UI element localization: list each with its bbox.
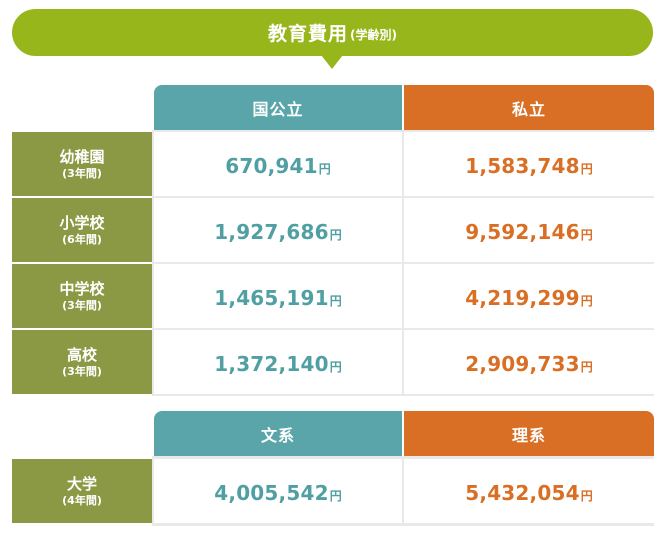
yen-unit: 円 xyxy=(329,489,342,503)
column-header-sciences: 理系 xyxy=(404,411,654,456)
row-period: (3年間) xyxy=(62,364,102,378)
cell-elementary-private: 9,592,146 円 xyxy=(404,198,654,262)
amount: 1,465,191 xyxy=(214,286,329,310)
yen-unit: 円 xyxy=(318,162,331,176)
cell-high-school-public: 1,372,140 円 xyxy=(154,330,402,394)
row-header-elementary: 小学校 (6年間) xyxy=(12,198,152,262)
cell-university-humanities: 4,005,542 円 xyxy=(154,459,402,523)
amount: 5,432,054 xyxy=(465,481,580,505)
column-label-public: 国公立 xyxy=(252,99,304,119)
title-pointer xyxy=(321,55,343,69)
amount: 670,941 xyxy=(225,154,318,178)
row-period: (3年間) xyxy=(62,166,102,180)
cell-university-sciences: 5,432,054 円 xyxy=(404,459,654,523)
yen-unit: 円 xyxy=(329,294,342,308)
row-name: 幼稚園 xyxy=(59,147,105,166)
cell-kindergarten-public: 670,941 円 xyxy=(154,132,402,196)
yen-unit: 円 xyxy=(580,228,593,242)
yen-unit: 円 xyxy=(580,294,593,308)
yen-unit: 円 xyxy=(580,360,593,374)
cell-kindergarten-private: 1,583,748 円 xyxy=(404,132,654,196)
amount: 1,372,140 xyxy=(214,352,329,376)
amount: 4,005,542 xyxy=(214,481,329,505)
row-header-university: 大学 (4年間) xyxy=(12,459,152,523)
row-name: 小学校 xyxy=(59,213,105,232)
amount: 4,219,299 xyxy=(465,286,580,310)
amount: 1,927,686 xyxy=(214,220,329,244)
column-header-humanities: 文系 xyxy=(154,411,402,456)
cell-high-school-private: 2,909,733 円 xyxy=(404,330,654,394)
row-period: (6年間) xyxy=(62,232,102,246)
cell-junior-high-private: 4,219,299 円 xyxy=(404,264,654,328)
row-header-high-school: 高校 (3年間) xyxy=(12,330,152,394)
yen-unit: 円 xyxy=(580,162,593,176)
yen-unit: 円 xyxy=(329,228,342,242)
column-label-private: 私立 xyxy=(511,99,546,119)
row-name: 大学 xyxy=(66,474,97,493)
amount: 2,909,733 xyxy=(465,352,580,376)
cell-elementary-public: 1,927,686 円 xyxy=(154,198,402,262)
yen-unit: 円 xyxy=(580,489,593,503)
amount: 9,592,146 xyxy=(465,220,580,244)
row-name: 中学校 xyxy=(59,279,105,298)
column-label-sciences: 理系 xyxy=(511,425,546,445)
title-banner: 教育費用 (学齢別) xyxy=(12,9,653,56)
column-header-public: 国公立 xyxy=(154,85,402,130)
column-label-humanities: 文系 xyxy=(260,425,295,445)
row-period: (3年間) xyxy=(62,298,102,312)
row-name: 高校 xyxy=(66,345,97,364)
yen-unit: 円 xyxy=(329,360,342,374)
page-title: 教育費用 xyxy=(268,23,349,45)
amount: 1,583,748 xyxy=(465,154,580,178)
row-period: (4年間) xyxy=(62,493,102,507)
column-header-private: 私立 xyxy=(404,85,654,130)
row-header-junior-high: 中学校 (3年間) xyxy=(12,264,152,328)
page-subtitle: (学齢別) xyxy=(350,28,397,42)
row-header-kindergarten: 幼稚園 (3年間) xyxy=(12,132,152,196)
cell-junior-high-public: 1,465,191 円 xyxy=(154,264,402,328)
